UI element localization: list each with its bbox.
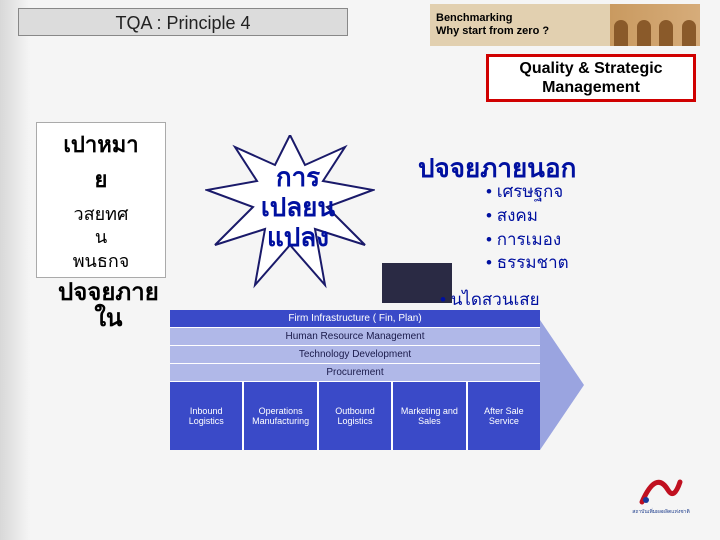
- alpha-logo-icon: [638, 466, 684, 508]
- external-extra: • นไดสวนเสย: [440, 286, 540, 313]
- benchmarking-header: Benchmarking Why start from zero ?: [430, 4, 700, 46]
- goal-box: เปาหมา ย วสยทศ น พนธกจ: [36, 122, 166, 278]
- benchmarking-image: [610, 4, 700, 46]
- porter-primary-row: Inbound Logistics Operations Manufacturi…: [170, 382, 540, 450]
- goal-sub-l2: น: [37, 226, 165, 249]
- qsm-line2: Management: [489, 78, 693, 97]
- goal-heading-l1: เปาหมา: [37, 127, 165, 162]
- value-chain-diagram: Firm Infrastructure ( Fin, Plan) Human R…: [170, 310, 540, 450]
- quality-strategic-box: Quality & Strategic Management: [486, 54, 696, 102]
- goal-sub: วสยทศ น พนธกจ: [37, 203, 165, 273]
- porter-support-2: Technology Development: [170, 346, 540, 364]
- internal-l1: ปจจยภาย: [58, 280, 159, 306]
- porter-primary-1: Operations Manufacturing: [244, 382, 318, 450]
- porter-primary-4: After Sale Service: [468, 382, 540, 450]
- change-l1: การ: [233, 163, 363, 193]
- internal-l2: ใน: [58, 306, 159, 332]
- change-l3: แปลง: [233, 223, 363, 253]
- external-factors-list: เศรษฐกจ สงคม การเมอง ธรรมชาต: [486, 180, 569, 275]
- porter-primary-0: Inbound Logistics: [170, 382, 244, 450]
- goal-sub-l1: วสยทศ: [37, 203, 165, 226]
- benchmarking-text: Benchmarking Why start from zero ?: [430, 12, 549, 38]
- goal-sub-l3: พนธกจ: [37, 250, 165, 273]
- qsm-line1: Quality & Strategic: [489, 59, 693, 78]
- change-text: การ เปลยน แปลง: [233, 163, 363, 253]
- external-extra-text: นไดสวนเสย: [451, 290, 540, 309]
- external-item-3: ธรรมชาต: [486, 251, 569, 275]
- porter-primary-2: Outbound Logistics: [319, 382, 393, 450]
- internal-factors-label: ปจจยภาย ใน: [58, 280, 159, 333]
- porter-support-0: Firm Infrastructure ( Fin, Plan): [170, 310, 540, 328]
- porter-support-1: Human Resource Management: [170, 328, 540, 346]
- side-gradient: [0, 0, 30, 540]
- goal-heading-l2: ย: [37, 162, 165, 197]
- logo-caption: สถาบันเพิ่มผลผลิตแห่งชาติ: [628, 510, 694, 515]
- porter-support-3: Procurement: [170, 364, 540, 382]
- external-item-2: การเมอง: [486, 228, 569, 252]
- change-l2: เปลยน: [233, 193, 363, 223]
- external-item-0: เศรษฐกจ: [486, 180, 569, 204]
- change-starburst: การ เปลยน แปลง: [205, 135, 375, 290]
- external-item-1: สงคม: [486, 204, 569, 228]
- page-title: TQA : Principle 4: [18, 8, 348, 36]
- org-logo: สถาบันเพิ่มผลผลิตแห่งชาติ: [628, 466, 694, 524]
- value-chain-arrow: [540, 320, 584, 450]
- porter-primary-3: Marketing and Sales: [393, 382, 467, 450]
- benchmarking-line1: Benchmarking: [436, 12, 549, 25]
- benchmarking-line2: Why start from zero ?: [436, 25, 549, 38]
